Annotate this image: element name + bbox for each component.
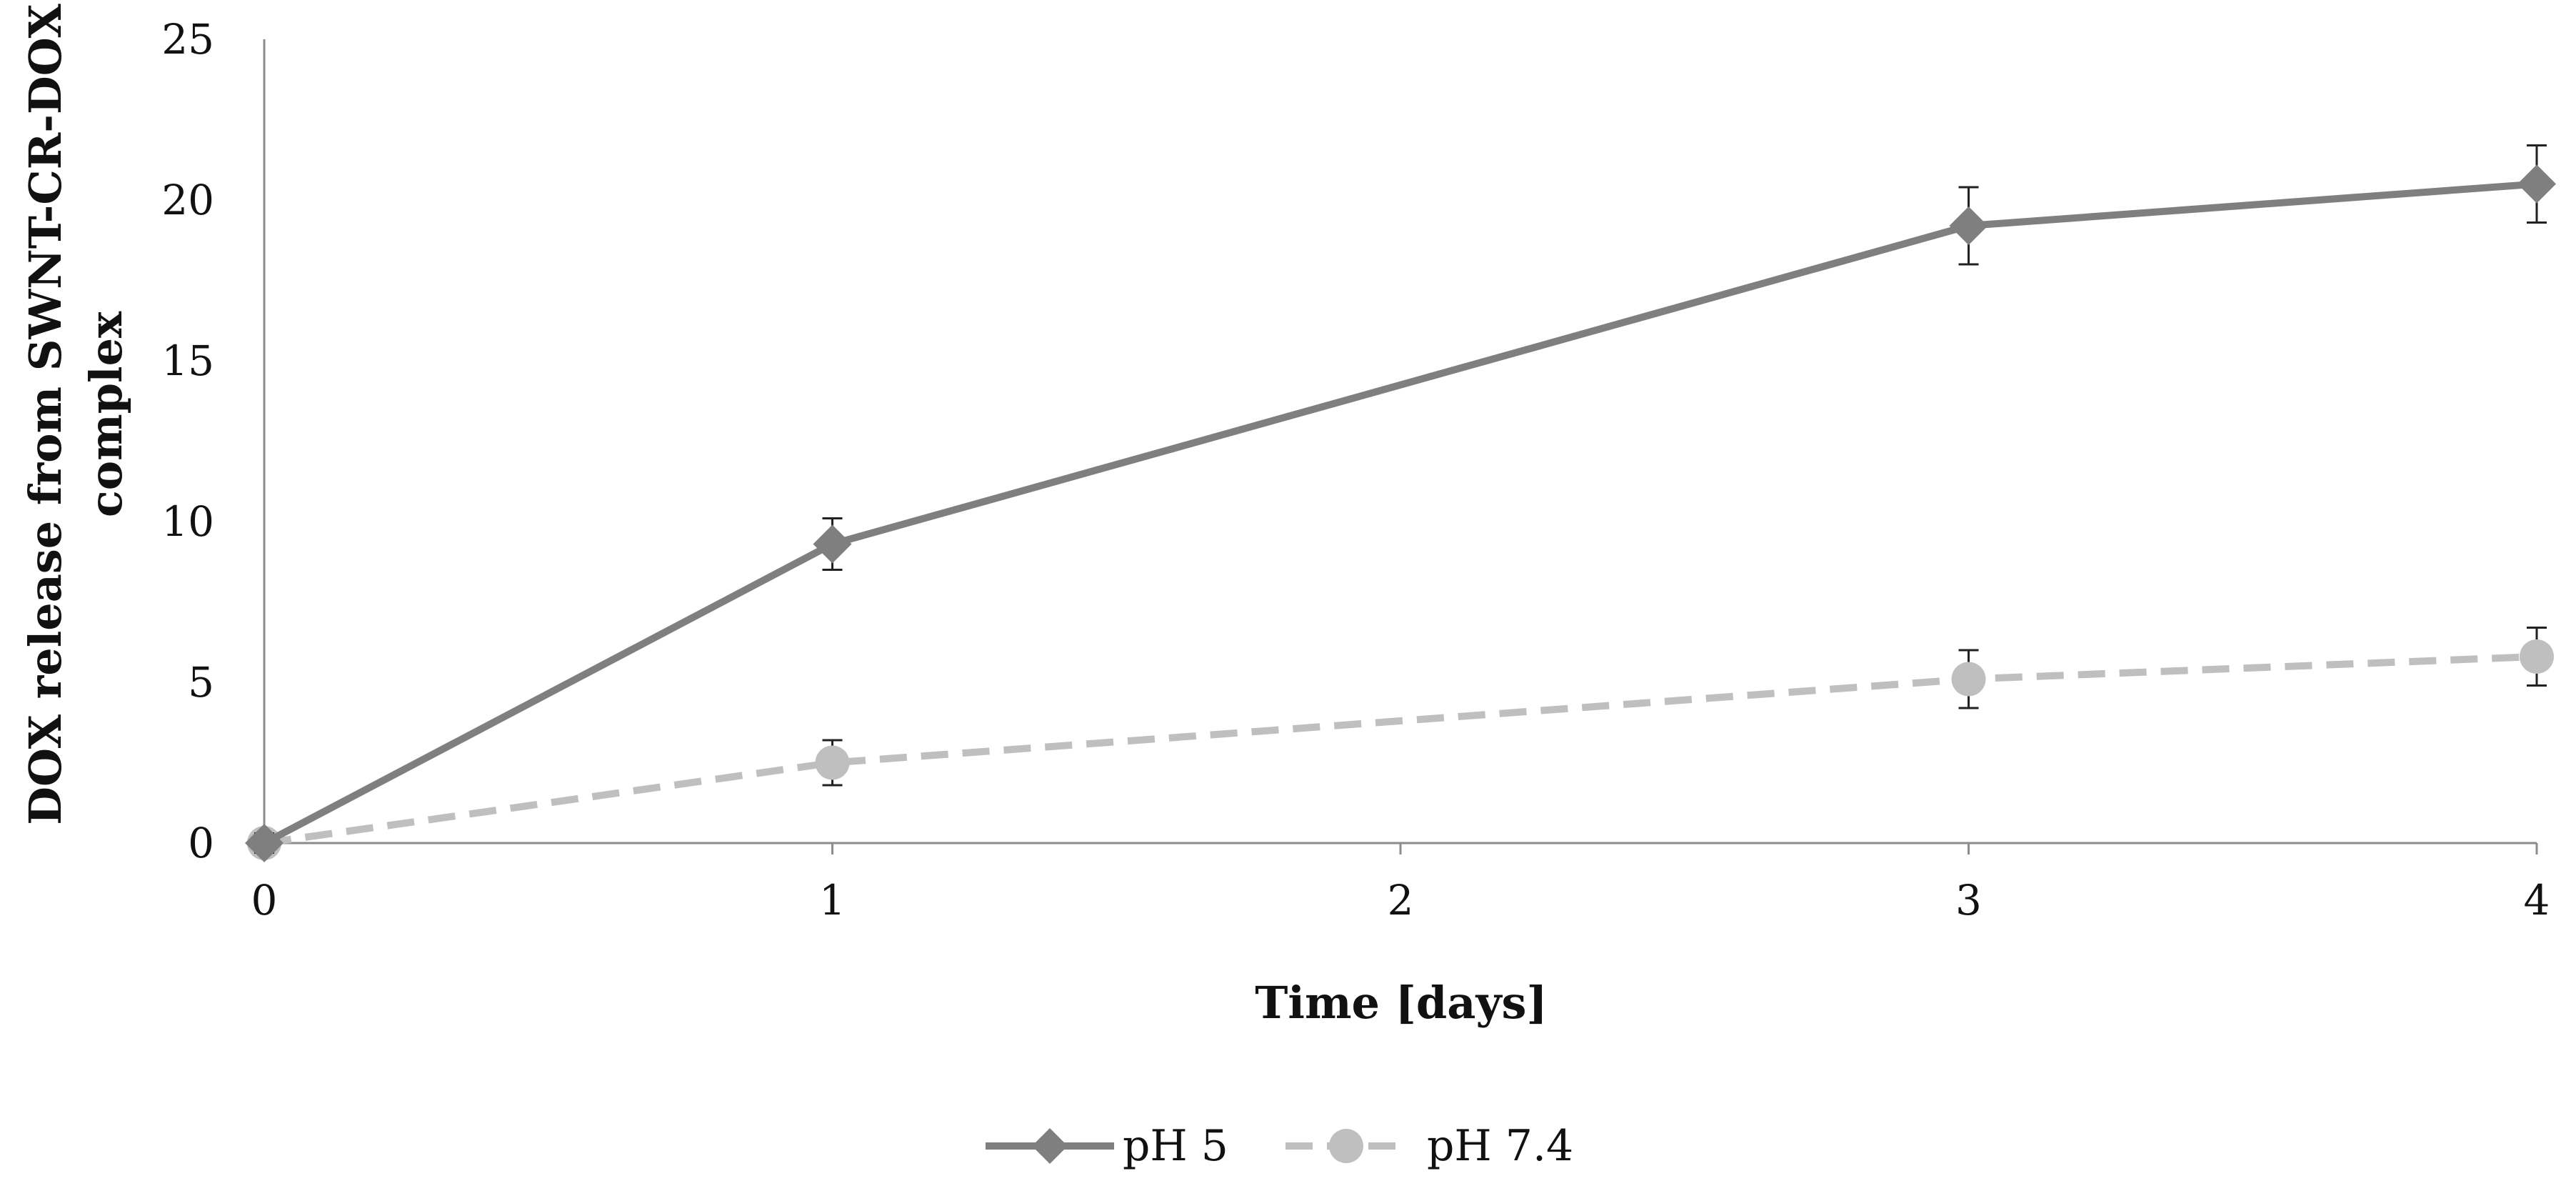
data-point-1: [815, 745, 850, 780]
x-tick-label: 2: [1388, 876, 1414, 925]
data-point-0: [813, 524, 852, 564]
x-tick-label: 0: [251, 876, 278, 925]
data-point-0: [245, 824, 284, 862]
y-tick-label: 5: [188, 658, 214, 707]
legend-item-ph5: pH 5: [986, 1121, 1228, 1171]
y-tick-label: 15: [161, 337, 214, 385]
series-line-0: [262, 180, 2537, 847]
y-tick-label: 20: [161, 176, 214, 224]
y-axis-title-line-2: complex: [80, 311, 132, 517]
data-point-0: [1949, 206, 1988, 245]
series-0: [245, 144, 2556, 862]
x-axis-tick-labels: 0 1 2 3 4: [251, 876, 2550, 925]
legend-label-ph5: pH 5: [1123, 1121, 1228, 1171]
x-axis-title: Time [days]: [1255, 977, 1547, 1029]
series-1: [247, 627, 2554, 860]
series-line-1: [264, 653, 2537, 847]
x-tick-label: 3: [1955, 876, 1982, 925]
data-point-1: [2520, 639, 2554, 674]
x-tick-label: 4: [2524, 876, 2550, 925]
data-point-1: [1951, 662, 1986, 697]
series-layer: [245, 144, 2556, 862]
y-axis-title-line-1: DOX release from SWNT-CR-DOX: [19, 3, 71, 824]
y-tick-label: 0: [188, 819, 214, 867]
y-tick-label: 25: [161, 15, 214, 64]
legend-swatch-marker-ph5: [1032, 1128, 1068, 1164]
data-point-0: [2517, 164, 2556, 204]
x-tick-label: 1: [819, 876, 846, 925]
legend: pH 5 pH 7.4: [986, 1121, 1573, 1171]
legend-label-ph74: pH 7.4: [1427, 1121, 1573, 1171]
legend-item-ph74: pH 7.4: [1286, 1121, 1573, 1171]
y-tick-label: 10: [161, 497, 214, 546]
y-axis-tick-labels: 0 5 10 15 20 25: [161, 15, 214, 867]
chart-axes: [263, 39, 2538, 854]
legend-swatch-marker-ph74: [1329, 1129, 1363, 1163]
